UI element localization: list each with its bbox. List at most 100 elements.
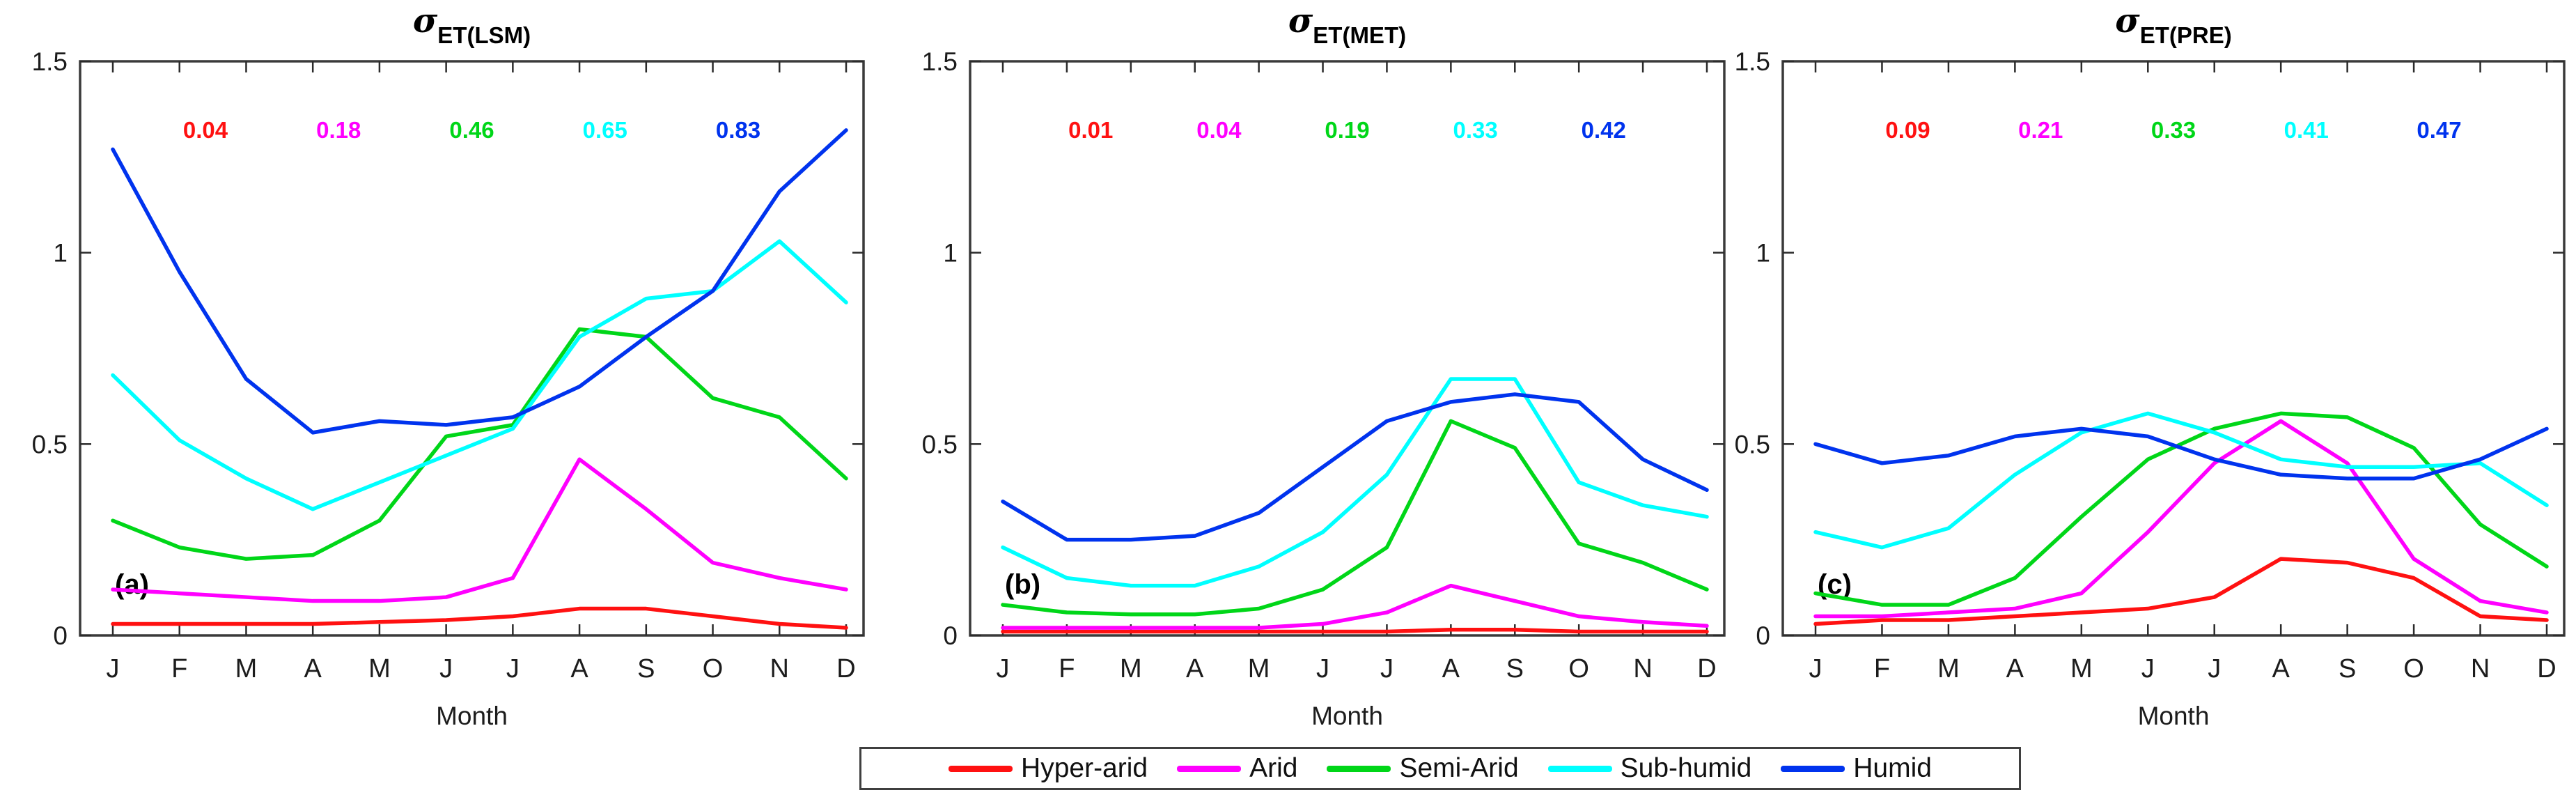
x-tick-label: N [2471,654,2490,683]
y-tick-label: 1.5 [1735,47,1770,76]
x-tick-label: N [1633,654,1652,683]
x-tick-label: D [1697,654,1716,683]
series-line-humid [111,128,848,435]
title-subscript: ET(PRE) [2140,22,2232,48]
x-tick-label: A [2006,654,2024,683]
mean-annotation: 0.41 [2284,117,2329,143]
y-tick-label: 1.5 [32,47,68,76]
mean-annotation: 0.18 [316,117,361,143]
panel-letter: (b) [1005,569,1040,600]
x-tick-label: M [2070,654,2093,683]
x-tick-label: O [703,654,724,683]
legend-item-sub-humid: Sub-humid [1547,753,1752,784]
x-tick-label: M [1937,654,1960,683]
series-line-semi-arid [1813,411,2549,607]
series-line-sub-humid [1001,377,1709,588]
series-line-hyper-arid [111,606,848,630]
panel-title: σET(PRE) [2115,1,2231,48]
panel-title: σET(LSM) [413,1,531,48]
title-sigma: σ [413,1,438,40]
title-subscript: ET(LSM) [437,22,531,48]
mean-annotation: 0.33 [2151,117,2196,143]
legend-item-semi-arid: Semi-Arid [1327,753,1519,784]
mean-annotation: 0.65 [583,117,627,143]
y-tick-label: 0.5 [1735,430,1770,458]
legend-label-semi-arid: Semi-Arid [1399,753,1519,783]
x-tick-label: D [2537,654,2556,683]
y-tick-label: 1.5 [922,47,958,76]
x-tick-label: F [1874,654,1890,683]
x-tick-label: J [997,654,1010,683]
title-sigma: σ [1288,1,1313,40]
legend-line-swatch-sub-humid [1547,765,1612,772]
mean-annotation: 0.04 [183,117,228,143]
x-tick-label: O [2403,654,2424,683]
panel-title: σET(MET) [1288,1,1406,48]
x-axis-label: Month [436,702,508,730]
mean-annotation: 0.47 [2417,117,2461,143]
legend-line-swatch-humid [1781,765,1845,772]
x-tick-label: J [2141,654,2155,683]
x-tick-label: A [1442,654,1460,683]
mean-annotation: 0.83 [716,117,760,143]
plot-frame [79,60,865,637]
series-line-semi-arid [1001,419,1709,617]
x-tick-label: A [304,654,322,683]
series-line-sub-humid [111,239,848,511]
legend-label-humid: Humid [1853,753,1932,783]
x-tick-label: S [637,654,655,683]
mean-annotation: 0.19 [1325,117,1369,143]
plot-frame [1781,60,2566,637]
x-tick-label: F [171,654,187,683]
legend-label-sub-humid: Sub-humid [1620,753,1752,783]
legend-item-arid: Arid [1177,753,1297,784]
legend-label-arid: Arid [1249,753,1298,783]
x-axis-label: Month [1311,702,1383,730]
legend-item-humid: Humid [1781,753,1932,784]
mean-annotation: 0.33 [1453,117,1497,143]
legend-line-swatch-hyper-arid [949,765,1013,772]
series-line-arid [1001,583,1709,630]
legend-item-hyper-arid: Hyper-arid [949,753,1148,784]
title-sigma: σ [2115,1,2140,40]
legend-line-swatch-semi-arid [1327,765,1391,772]
legend-line-swatch-arid [1177,765,1242,772]
x-tick-label: J [107,654,120,683]
y-tick-label: 0 [53,621,68,650]
y-tick-label: 0.5 [32,430,68,458]
series-line-arid [111,457,848,603]
x-tick-label: N [770,654,789,683]
x-tick-label: J [1380,654,1394,683]
x-tick-label: A [570,654,588,683]
y-tick-label: 0.5 [922,430,958,458]
x-tick-label: S [2339,654,2356,683]
mean-annotation: 0.04 [1196,117,1242,143]
x-tick-label: J [1809,654,1822,683]
panel-a-chart: J F M A M J J A S O N D 0 0.5 1 1.5 σET(LSM) 0.04 0.18 0.46… [32,1,865,730]
mean-annotation: 0.01 [1068,117,1113,143]
x-tick-label: F [1059,654,1075,683]
x-tick-label: J [439,654,453,683]
y-tick-label: 1 [53,239,68,268]
x-tick-label: M [235,654,258,683]
x-tick-label: S [1506,654,1524,683]
series-line-semi-arid [111,327,848,561]
y-tick-label: 1 [943,239,958,268]
series-line-humid [1001,392,1709,542]
x-axis-label: Month [2138,702,2210,730]
series-line-sub-humid [1813,411,2549,550]
legend-label-hyper-arid: Hyper-arid [1021,753,1148,783]
plot-frame [969,60,1726,637]
series-line-hyper-arid [1001,628,1709,634]
x-tick-label: J [1316,654,1329,683]
y-tick-label: 0 [943,621,958,650]
legend: Hyper-arid Arid Semi-Arid Sub-humid Humi… [859,747,2021,790]
mean-annotation: 0.09 [1885,117,1930,143]
y-tick-label: 0 [1756,621,1770,650]
x-tick-label: J [2208,654,2221,683]
x-tick-label: D [836,654,855,683]
x-tick-label: O [1568,654,1589,683]
series-line-hyper-arid [1813,557,2549,626]
x-tick-label: M [1120,654,1142,683]
